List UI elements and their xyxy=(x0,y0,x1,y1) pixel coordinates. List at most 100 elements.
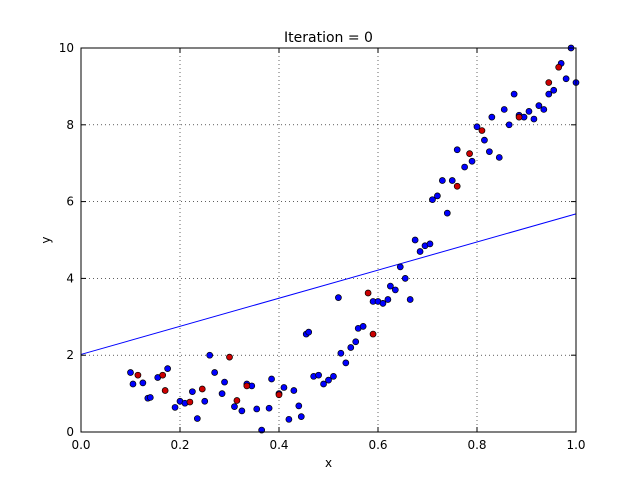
blue-data-point xyxy=(481,136,488,144)
red-data-point xyxy=(186,398,194,406)
fit-line xyxy=(80,213,577,355)
red-data-point xyxy=(515,113,523,121)
blue-data-point xyxy=(193,415,201,422)
plot-frame xyxy=(80,47,577,433)
y-tick-label: 4 xyxy=(66,271,74,285)
x-tick-label: 0.6 xyxy=(368,438,387,452)
blue-data-point xyxy=(285,415,293,423)
grid-lines xyxy=(81,48,576,432)
red-data-point xyxy=(233,397,241,404)
blue-data-point xyxy=(535,102,543,109)
blue-data-point xyxy=(290,387,298,394)
blue-data-point xyxy=(473,123,481,131)
red-data-point xyxy=(364,289,372,297)
blue-data-point xyxy=(201,397,209,405)
y-tick-label: 0 xyxy=(66,425,74,439)
blue-data-point xyxy=(406,296,414,303)
x-tick-label: 0.0 xyxy=(71,438,90,452)
x-tick-label: 1.0 xyxy=(566,438,585,452)
blue-data-point xyxy=(295,402,303,410)
blue-data-point xyxy=(146,394,154,401)
x-tick-label: 0.8 xyxy=(467,438,486,452)
blue-data-point xyxy=(468,157,476,165)
blue-data-point xyxy=(550,86,558,94)
y-tick-label: 2 xyxy=(66,348,74,362)
blue-data-point xyxy=(545,90,553,98)
blue-data-point xyxy=(426,240,434,248)
blue-data-point xyxy=(164,365,171,372)
blue-data-point xyxy=(253,405,261,413)
blue-data-point xyxy=(359,323,367,330)
blue-data-point xyxy=(211,369,218,376)
blue-data-point xyxy=(379,300,387,307)
blue-data-point xyxy=(439,177,446,184)
chart-title: Iteration = 0 xyxy=(284,30,373,46)
blue-data-point xyxy=(530,115,538,123)
red-data-point xyxy=(243,382,251,390)
blue-data-point xyxy=(391,286,399,294)
blue-data-point xyxy=(238,407,246,415)
blue-data-point xyxy=(411,236,419,244)
blue-data-point xyxy=(265,404,273,412)
blue-data-point xyxy=(231,403,238,411)
blue-data-point xyxy=(129,380,137,388)
red-data-point xyxy=(275,391,283,399)
data-points xyxy=(127,44,580,434)
x-tick-label: 0.2 xyxy=(170,438,189,452)
blue-data-point xyxy=(461,163,468,171)
blue-data-point xyxy=(268,375,275,383)
y-axis-label: y xyxy=(39,236,53,243)
red-data-point xyxy=(198,385,206,393)
blue-data-point xyxy=(325,376,332,384)
fit-line-layer xyxy=(80,213,577,355)
blue-data-point xyxy=(347,344,355,351)
blue-data-point xyxy=(320,380,327,388)
red-data-point xyxy=(478,127,486,134)
blue-data-point xyxy=(221,378,228,386)
blue-data-point xyxy=(206,351,214,359)
blue-data-point xyxy=(453,146,461,154)
axis-ticks: 0.0 0.2 0.4 0.6 0.8 1.0 0 2 4 6 8 10 xyxy=(59,41,586,452)
blue-data-point xyxy=(280,384,288,391)
blue-data-point xyxy=(434,192,441,200)
blue-data-point xyxy=(429,196,436,204)
blue-data-point xyxy=(189,388,196,396)
blue-data-point xyxy=(171,404,179,411)
red-data-point xyxy=(453,182,461,190)
blue-data-point xyxy=(305,328,313,336)
blue-data-point xyxy=(335,294,342,301)
blue-data-point xyxy=(540,106,548,113)
blue-data-point xyxy=(525,108,533,115)
y-tick-label: 6 xyxy=(66,195,74,209)
blue-data-point xyxy=(396,263,404,271)
blue-data-point xyxy=(486,148,493,156)
blue-data-point xyxy=(139,379,147,387)
x-axis-label: x xyxy=(325,456,332,470)
red-data-point xyxy=(159,371,167,379)
y-tick-label: 8 xyxy=(66,118,74,132)
red-data-point xyxy=(545,79,553,86)
blue-data-point xyxy=(500,106,508,113)
blue-data-point xyxy=(488,113,496,121)
red-data-point xyxy=(226,353,233,361)
blue-data-point xyxy=(337,349,345,357)
blue-data-point xyxy=(401,275,409,282)
red-data-point xyxy=(369,330,377,338)
x-tick-label: 0.4 xyxy=(269,438,288,452)
blue-data-point xyxy=(342,359,350,367)
blue-data-point xyxy=(297,413,305,420)
blue-data-point xyxy=(443,209,451,217)
red-data-point xyxy=(555,63,563,71)
red-data-point xyxy=(466,150,473,157)
blue-data-point xyxy=(218,390,226,397)
blue-data-point xyxy=(330,372,337,380)
blue-data-point xyxy=(505,121,513,129)
blue-data-point xyxy=(387,282,394,290)
blue-data-point xyxy=(127,369,134,376)
y-tick-label: 10 xyxy=(59,41,74,55)
blue-data-point xyxy=(384,296,392,303)
red-data-point xyxy=(161,387,169,394)
blue-data-point xyxy=(315,371,322,379)
blue-data-point xyxy=(510,90,518,98)
